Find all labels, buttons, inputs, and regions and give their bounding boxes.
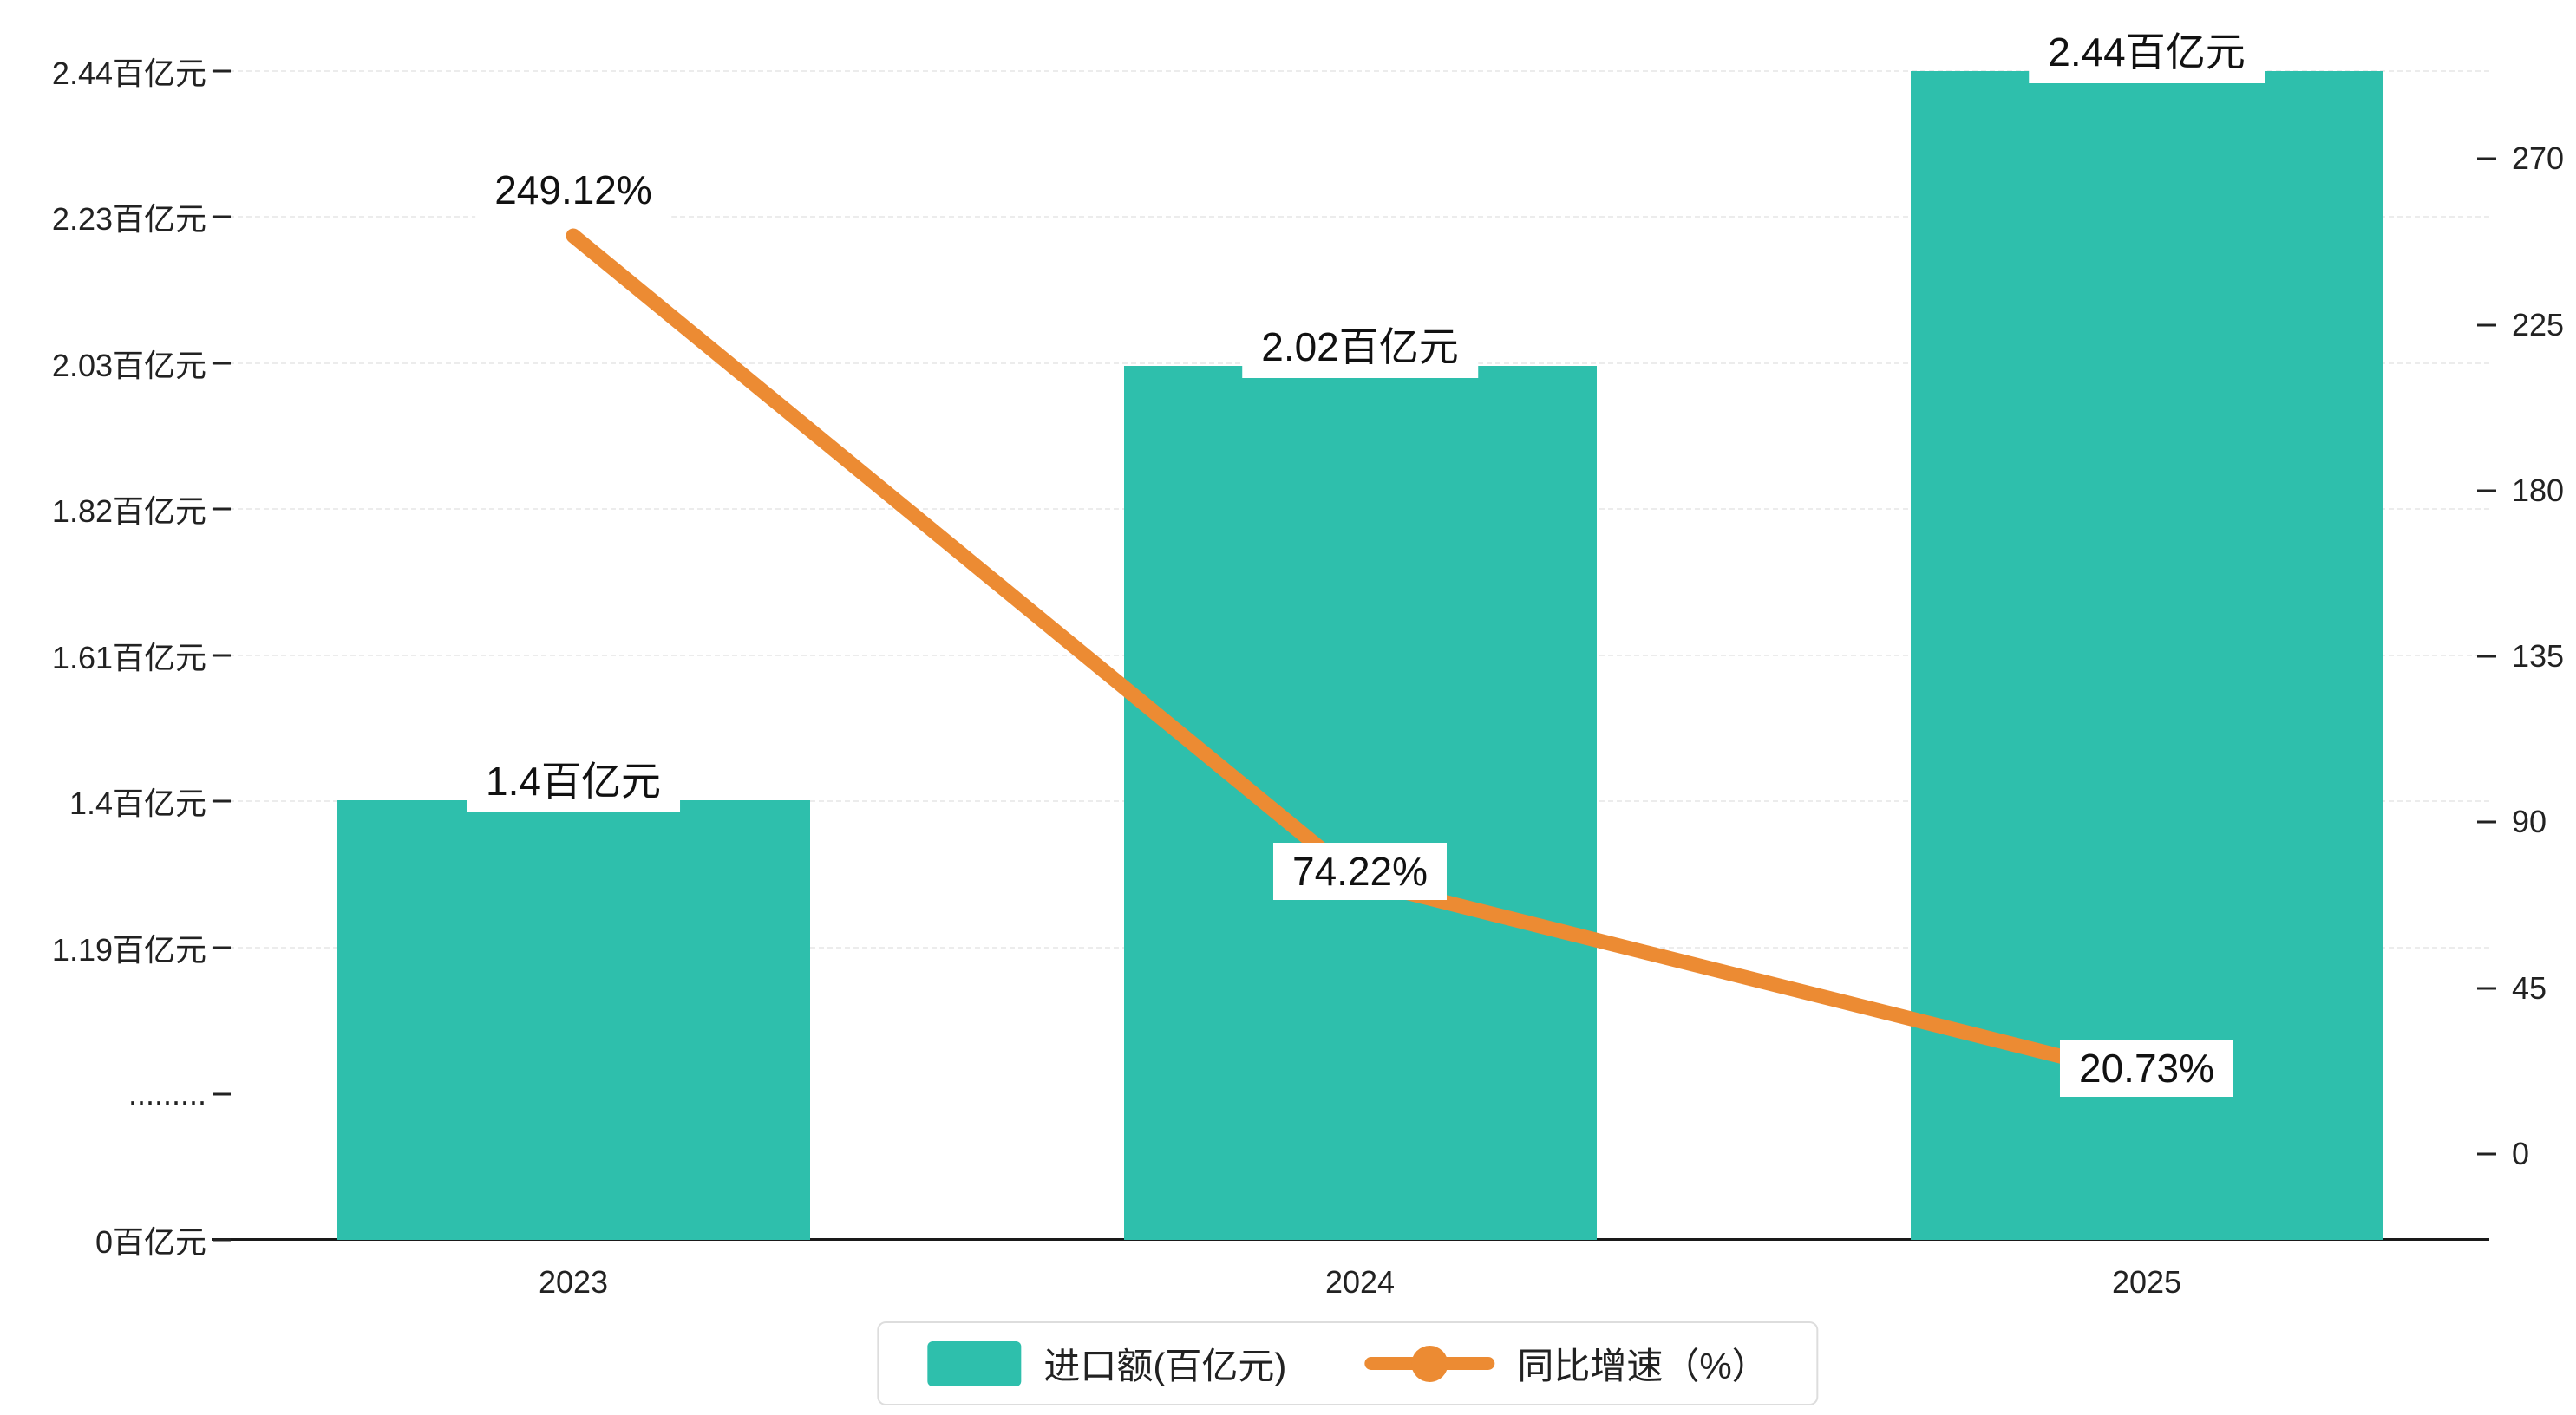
gridline [212, 216, 2489, 218]
right-axis-tick [2477, 820, 2496, 824]
left-axis-tick [213, 1238, 231, 1242]
left-axis-tick-label: 2.23百亿元 [51, 201, 206, 237]
left-axis-tick-label: 1.4百亿元 [69, 786, 206, 821]
bar-value-label: 2.02百亿元 [1242, 310, 1478, 378]
left-axis-tick [213, 362, 231, 365]
right-axis-tick [2477, 157, 2496, 160]
bar-2023 [337, 800, 810, 1240]
line-swatch [1364, 1345, 1495, 1382]
left-axis-tick-label: ......... [127, 1076, 206, 1112]
left-axis-tick [213, 215, 231, 218]
right-axis-tick-label: 180 [2512, 472, 2565, 508]
legend-label-imports: 进口额(百亿元) [1043, 1346, 1287, 1386]
right-axis-tick-label: 0 [2512, 1136, 2530, 1171]
legend-item-imports[interactable]: 进口额(百亿元) [927, 1337, 1286, 1390]
line-value-label: 20.73% [2059, 1040, 2234, 1097]
left-axis-tick-label: 0百亿元 [95, 1224, 206, 1260]
line-swatch-dot [1411, 1345, 1448, 1382]
right-axis-tick [2477, 323, 2496, 327]
left-axis-tick-label: 2.03百亿元 [51, 348, 206, 383]
left-axis-tick [213, 946, 231, 949]
bar-value-label: 1.4百亿元 [467, 745, 680, 813]
gridline [212, 70, 2489, 72]
bar-2024 [1123, 365, 1597, 1240]
left-axis-tick [213, 507, 231, 511]
right-axis-tick [2477, 1152, 2496, 1156]
legend: 进口额(百亿元) 同比增速（%） [877, 1321, 1819, 1405]
right-axis-tick-label: 45 [2512, 969, 2547, 1006]
right-axis-tick [2477, 655, 2496, 658]
right-axis-tick-label: 135 [2512, 638, 2565, 675]
left-axis-tick [213, 654, 231, 657]
left-axis-tick [213, 1092, 231, 1096]
x-axis-label: 2024 [1324, 1264, 1396, 1300]
left-axis-tick [213, 799, 231, 803]
left-axis-tick [213, 69, 231, 73]
left-axis-tick-label: 1.61百亿元 [51, 640, 206, 675]
x-axis-label: 2025 [2111, 1264, 2182, 1300]
x-axis-label: 2023 [538, 1264, 609, 1300]
left-axis-tick-label: 1.19百亿元 [51, 932, 206, 968]
bar-value-label: 2.44百亿元 [2029, 16, 2265, 83]
legend-item-growth[interactable]: 同比增速（%） [1364, 1337, 1769, 1390]
right-axis-tick-label: 270 [2512, 140, 2565, 177]
right-axis-tick [2477, 489, 2496, 492]
right-axis-tick-label: 90 [2512, 804, 2547, 840]
left-axis-tick-label: 1.82百亿元 [51, 493, 206, 529]
line-value-label: 74.22% [1272, 843, 1448, 900]
legend-label-growth: 同比增速（%） [1517, 1346, 1769, 1386]
right-axis-tick [2477, 987, 2496, 990]
bar-swatch [927, 1340, 1022, 1386]
line-value-label: 249.12% [475, 161, 671, 218]
right-axis-tick-label: 225 [2512, 306, 2565, 342]
left-axis-tick-label: 2.44百亿元 [51, 55, 206, 91]
